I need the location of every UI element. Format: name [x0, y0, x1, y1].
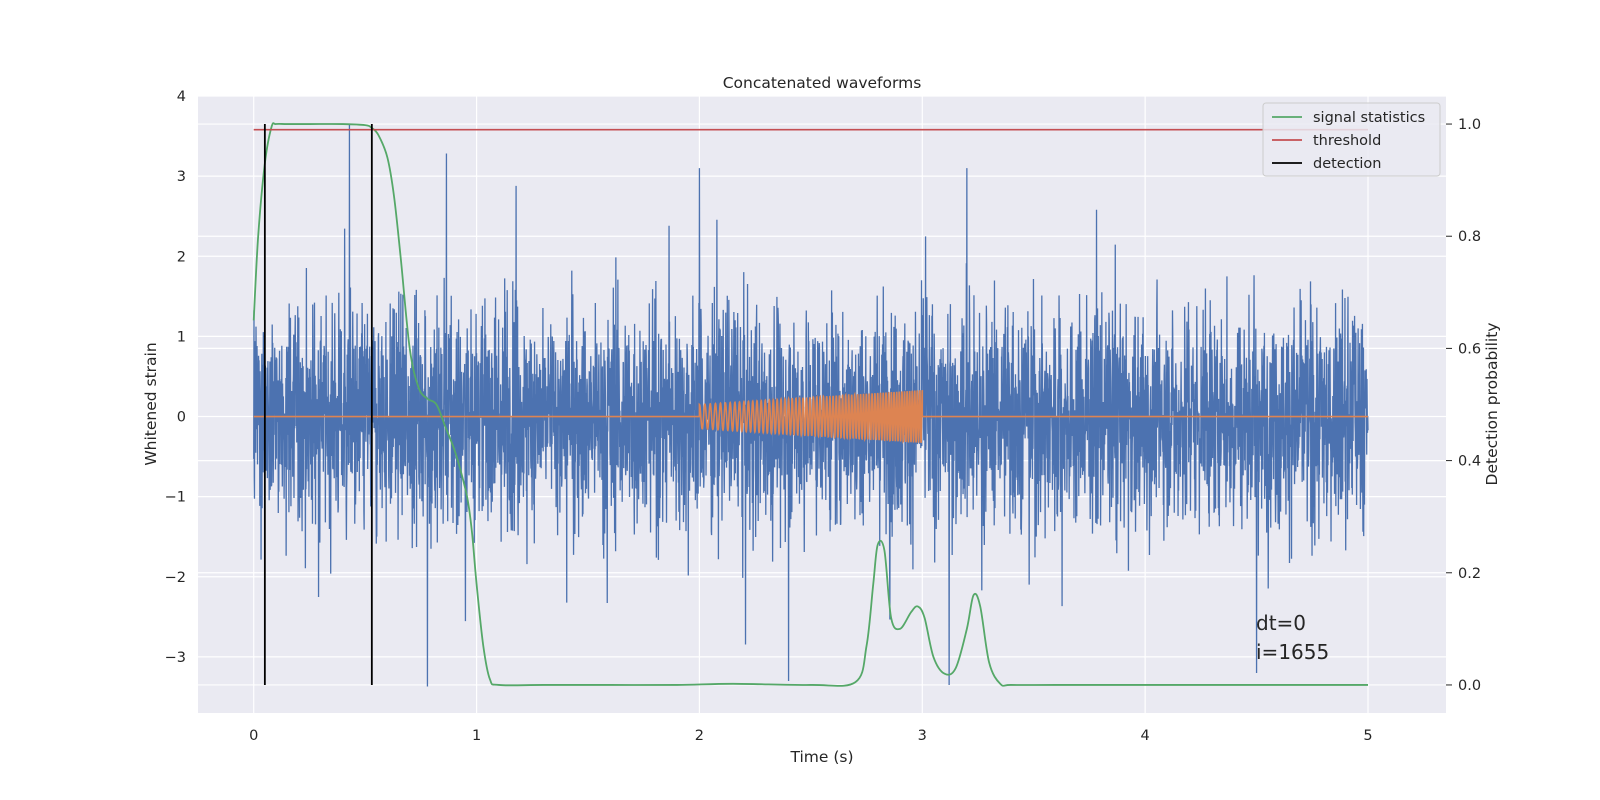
- strain-noise-line: [253, 124, 1369, 687]
- y-tick-label: 2: [177, 249, 186, 265]
- y-tick-label: 0: [177, 410, 186, 426]
- y-tick-label: −1: [165, 490, 186, 506]
- legend-label-signal-statistics: signal statistics: [1313, 110, 1425, 126]
- y2-tick-label: 0.0: [1458, 678, 1481, 694]
- annotation-dt: dt=0: [1256, 611, 1306, 635]
- y-axis-label: Whitened strain: [142, 342, 160, 465]
- y2-tick-label: 0.4: [1458, 454, 1481, 470]
- chirp-signal-line: [253, 390, 1368, 444]
- x-tick-label: 5: [1363, 728, 1372, 744]
- legend-box: [1262, 102, 1441, 177]
- x-tick-label: 4: [1141, 728, 1150, 744]
- tick-labels: 0 1 2 3 4 5 −3 −2 −1 0 1 2 3 4 0.0 0.2 0.4 0.6 0.8 1.0: [165, 89, 1481, 744]
- y2-tick-label: 0.2: [1458, 566, 1481, 582]
- x-tick-label: 1: [472, 728, 481, 744]
- series-layer: [252, 122, 1369, 687]
- x-tick-label: 2: [695, 728, 704, 744]
- x-tick-label: 0: [249, 728, 258, 744]
- gridlines: [198, 95, 1446, 713]
- legend-label-detection: detection: [1313, 156, 1381, 172]
- y2-tick-label: 0.6: [1458, 341, 1481, 357]
- x-axis-label: Time (s): [789, 748, 853, 766]
- y-tick-label: −3: [165, 650, 186, 666]
- annotation-index: i=1655: [1256, 640, 1329, 664]
- y2-axis-label: Detection probability: [1483, 323, 1501, 486]
- y2-tick-label: 0.8: [1458, 229, 1481, 245]
- y2-tick-label: 1.0: [1458, 117, 1481, 133]
- legend-label-threshold: threshold: [1313, 133, 1381, 149]
- y-tick-label: 4: [177, 89, 186, 105]
- y-tick-label: 3: [177, 169, 186, 185]
- chart-title: Concatenated waveforms: [723, 74, 922, 92]
- legend: signal statistics threshold detection: [1262, 102, 1441, 177]
- x-tick-label: 3: [918, 728, 927, 744]
- y-tick-label: 1: [177, 329, 186, 345]
- y-tick-label: −2: [165, 570, 186, 586]
